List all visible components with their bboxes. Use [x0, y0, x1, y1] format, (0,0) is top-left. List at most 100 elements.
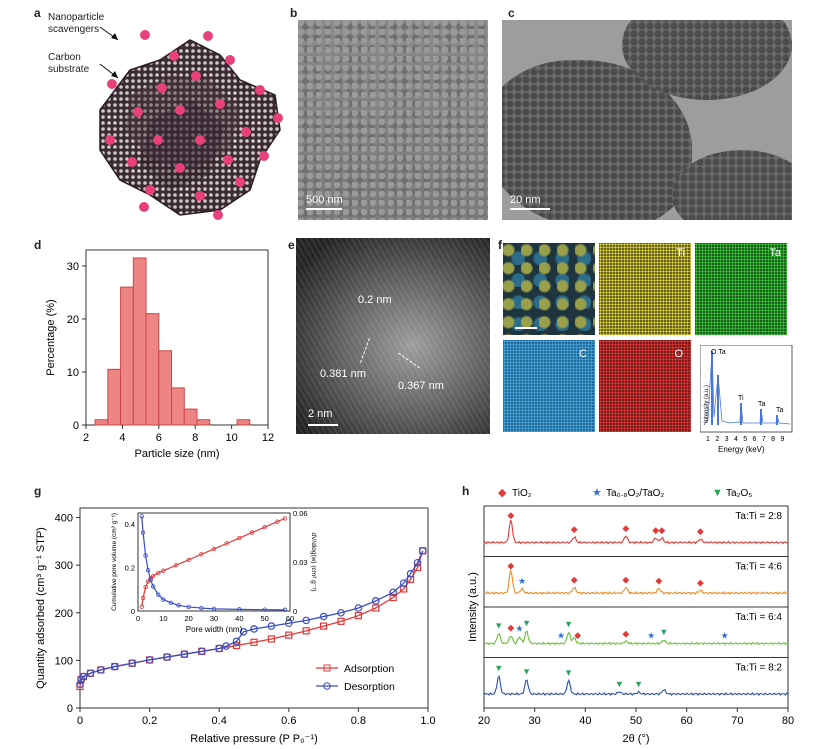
x-tick-label: 20: [478, 715, 490, 727]
histogram-bar: [94, 419, 109, 426]
inset-y-left-tick-label: 0.4: [125, 520, 135, 529]
desorption-point: [413, 558, 422, 567]
map-label-ta: Ta: [769, 247, 781, 259]
y-tick-label: 100: [55, 655, 73, 667]
inset-x-tick-label: 10: [159, 614, 167, 623]
x-tick-label: 6: [156, 432, 162, 444]
phase-marker: ★: [518, 576, 526, 586]
panel-label-b: b: [290, 6, 298, 20]
desorption-point: [198, 647, 206, 656]
x-tick-label: 1.0: [420, 715, 435, 727]
histogram-bar: [120, 286, 134, 426]
phase-marker: ★: [721, 631, 729, 641]
x-tick-label: 50: [630, 715, 642, 727]
inset-x-tick-label: 30: [210, 614, 218, 623]
panel-label-c: c: [508, 6, 515, 20]
x-tick-label: 40: [579, 715, 591, 727]
inset-point: [156, 592, 161, 597]
desorption-point: [145, 656, 154, 664]
histogram-bar: [158, 350, 173, 426]
phase-marker: ◆: [697, 577, 704, 587]
inset-point: [140, 530, 146, 535]
phase-marker: ◆: [574, 630, 581, 640]
scale-bar: [510, 208, 550, 210]
phase-marker: ◆: [507, 623, 514, 633]
desorption-point: [371, 597, 380, 605]
inset-point: [282, 516, 288, 521]
inset-point: [199, 552, 204, 557]
desorption-point: [232, 637, 241, 646]
desorption-point: [163, 653, 171, 661]
x-tick-label: 10: [225, 432, 237, 444]
inset-point: [199, 605, 204, 611]
inset-y-left-tick-label: 0.2: [125, 563, 135, 572]
scale-bar-label: 500 nm: [306, 194, 343, 206]
adsorption-point: [337, 617, 345, 625]
sample-label: Ta:Ti = 2:8: [735, 511, 782, 522]
inset-line: [141, 517, 286, 607]
inset-point: [224, 541, 229, 546]
phase-marker: ▼: [659, 627, 668, 637]
y-tick-label: 300: [55, 560, 73, 572]
eds-xlabel: Energy (keV): [718, 445, 765, 454]
desorption-point: [406, 569, 415, 578]
desorption-point: [215, 644, 224, 653]
adsorption-point: [372, 604, 380, 612]
phase-marker: ★: [515, 624, 523, 634]
phase-marker: ◆: [571, 524, 578, 534]
phase-marker: ◆: [655, 576, 662, 586]
x-tick-label: 2: [83, 432, 89, 444]
eds-tick-label: 2: [715, 436, 719, 443]
desorption-point: [180, 650, 189, 658]
inset-point: [249, 530, 255, 535]
histogram-bar: [132, 257, 147, 426]
panel-label-a: a: [34, 6, 41, 20]
scale-bar-label: 2 nm: [308, 408, 333, 420]
inset-point: [156, 570, 161, 576]
scale-bar: [515, 327, 537, 329]
eds-tick-label: 7: [762, 436, 766, 443]
eds-map-ta: Ta: [695, 243, 787, 335]
inset-point: [139, 604, 144, 609]
phase-marker: ★: [557, 630, 565, 640]
legend-marker: [323, 682, 331, 690]
adsorption-point: [285, 631, 293, 639]
adsorption-point: [389, 593, 397, 602]
histogram-bar: [196, 419, 211, 426]
histogram-bar: [236, 419, 251, 426]
inset-y-right-tick-label: 0.06: [293, 509, 308, 518]
inset-y-left-tick-label: 0: [131, 607, 135, 616]
phase-marker: ◆: [507, 561, 514, 571]
inset-point: [150, 584, 156, 589]
eds-tick-label: 3: [725, 436, 729, 443]
inset-point: [275, 519, 280, 524]
inset-point: [143, 584, 148, 590]
sem-image: 500 nm: [298, 20, 488, 220]
inset-point: [139, 514, 144, 519]
phase-marker: ◆: [652, 525, 659, 535]
inset-y-right-tick-label: 0.03: [293, 558, 308, 567]
legend-label: Ta₂O₅: [726, 488, 752, 499]
eds-tick-label: 6: [753, 436, 757, 443]
map-label-c: C: [579, 348, 587, 360]
x-tick-label: 0: [77, 715, 83, 727]
eds-tick-label: 9: [780, 436, 784, 443]
inset-x-axis-label: Pore width (nm): [186, 625, 243, 634]
inset-point: [173, 563, 179, 568]
adsorption-point: [302, 627, 310, 635]
eds-peak-ta: Ta: [758, 401, 766, 408]
phase-marker: ◆: [697, 526, 704, 536]
desorption-point: [354, 604, 363, 612]
phase-marker: ◆: [571, 574, 578, 584]
y-tick-label: 400: [55, 513, 73, 525]
y-tick-label: 20: [67, 314, 79, 326]
desorption-point: [250, 625, 258, 633]
inset-point: [150, 573, 156, 579]
legend-label: TiO₂: [512, 488, 532, 499]
xrd-pattern: [483, 674, 789, 697]
desorption-point: [319, 612, 328, 621]
desorption-point: [77, 675, 85, 684]
x-tick-label: 80: [782, 715, 794, 727]
x-tick-label: 4: [119, 432, 125, 444]
